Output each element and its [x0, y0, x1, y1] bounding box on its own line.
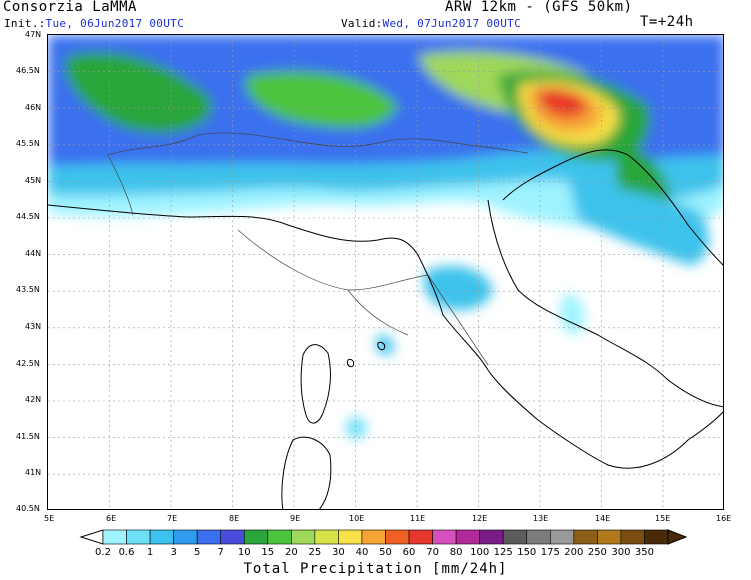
init-line: Init.:Tue, 06Jun2017 00UTC	[4, 17, 184, 30]
legend-threshold-label: 40	[356, 547, 369, 558]
grid-lines	[48, 35, 723, 509]
legend-threshold-label: 50	[379, 547, 392, 558]
legend-threshold-label: 250	[588, 547, 607, 558]
lat-tick: 43N	[25, 322, 42, 331]
legend-threshold-label: 60	[403, 547, 416, 558]
lat-tick: 47N	[25, 30, 42, 39]
lat-tick: 46N	[25, 103, 42, 112]
lead-time: T=+24h	[640, 14, 694, 30]
legend-threshold-label: 100	[470, 547, 489, 558]
legend-title: Total Precipitation [mm/24h]	[243, 561, 508, 577]
legend-arrow-high	[667, 529, 688, 545]
lat-tick: 46.5N	[16, 66, 40, 75]
producer-title: Consorzia LaMMA	[3, 0, 137, 15]
lon-tick: 15E	[655, 514, 671, 523]
legend-swatch	[243, 529, 269, 545]
legend-swatch	[408, 529, 433, 545]
init-value: Tue, 06Jun2017 00UTC	[45, 17, 184, 30]
legend-threshold-label: 20	[285, 547, 298, 558]
lon-tick: 7E	[167, 514, 178, 523]
legend-threshold-label: 10	[238, 547, 251, 558]
lon-tick: 10E	[349, 514, 365, 523]
legend-swatch	[361, 529, 386, 545]
lat-tick: 43.5N	[16, 285, 40, 294]
legend-swatch	[102, 529, 127, 545]
legend-swatch	[502, 529, 528, 545]
legend-threshold-label: 200	[564, 547, 583, 558]
lon-tick: 6E	[106, 514, 117, 523]
legend-swatch	[526, 529, 551, 545]
lat-tick: 45N	[25, 176, 42, 185]
legend-swatch	[479, 529, 504, 545]
legend-swatch	[644, 529, 669, 545]
lon-tick: 14E	[595, 514, 611, 523]
legend-threshold-label: 175	[541, 547, 560, 558]
legend-threshold-label: 15	[261, 547, 274, 558]
lat-tick: 44N	[25, 249, 42, 258]
borders	[107, 132, 529, 366]
valid-line: Valid:Wed, 07Jun2017 00UTC	[341, 17, 521, 30]
legend-swatch	[314, 529, 339, 545]
color-scale: 0.2 0.6 1 3 5 7 10 15 20 25 30 40 50 60 70 80 100 125 150 1…	[79, 529, 688, 558]
lat-tick: 42N	[25, 395, 42, 404]
precipitation-map	[47, 34, 724, 510]
legend-swatch	[338, 529, 363, 545]
valid-value: Wed, 07Jun2017 00UTC	[382, 17, 521, 30]
coastlines	[48, 149, 723, 509]
legend-swatch	[220, 529, 245, 545]
valid-label: Valid:	[341, 17, 383, 30]
legend-swatch	[620, 529, 645, 545]
lon-tick: 11E	[410, 514, 426, 523]
legend-swatch	[597, 529, 622, 545]
model-title: ARW 12km - (GFS 50km)	[445, 0, 633, 15]
lon-tick: 16E	[716, 514, 732, 523]
legend-swatch	[173, 529, 198, 545]
legend-swatch	[455, 529, 480, 545]
legend-swatch	[573, 529, 598, 545]
legend-threshold-label: 25	[309, 547, 322, 558]
legend-threshold-label: 350	[635, 547, 654, 558]
init-label: Init.:	[4, 17, 46, 30]
legend-threshold-label: 0.6	[119, 547, 135, 558]
legend-threshold-label: 7	[218, 547, 224, 558]
map-canvas	[48, 35, 723, 509]
lon-tick: 8E	[229, 514, 240, 523]
precip-field	[48, 35, 723, 439]
lat-tick: 41N	[25, 468, 42, 477]
legend-threshold-label: 125	[494, 547, 513, 558]
legend-arrow-low	[79, 529, 104, 545]
lat-tick: 45.5N	[16, 139, 40, 148]
legend-threshold-label: 300	[611, 547, 630, 558]
legend-threshold-label: 150	[517, 547, 536, 558]
lon-tick: 13E	[533, 514, 549, 523]
legend-swatch	[432, 529, 457, 545]
legend-threshold-label: 3	[170, 547, 176, 558]
legend-threshold-label: 5	[194, 547, 200, 558]
legend-swatch	[126, 529, 151, 545]
legend-threshold-label: 80	[450, 547, 463, 558]
legend-threshold-label: 70	[426, 547, 439, 558]
legend-threshold-label: 30	[332, 547, 345, 558]
lat-tick: 42.5N	[16, 359, 40, 368]
lon-tick: 12E	[472, 514, 488, 523]
lat-tick: 40.5N	[16, 504, 40, 513]
legend-swatch	[385, 529, 410, 545]
lon-tick: 5E	[44, 514, 55, 523]
legend-swatch	[149, 529, 174, 545]
legend-swatch	[196, 529, 222, 545]
legend-swatch	[549, 529, 575, 545]
legend-threshold-label: 0.2	[95, 547, 111, 558]
lat-tick: 44.5N	[16, 212, 40, 221]
lat-tick: 41.5N	[16, 432, 40, 441]
legend-swatch	[291, 529, 316, 545]
lon-tick: 9E	[290, 514, 301, 523]
legend-threshold-label: 1	[147, 547, 153, 558]
legend-swatch	[267, 529, 292, 545]
